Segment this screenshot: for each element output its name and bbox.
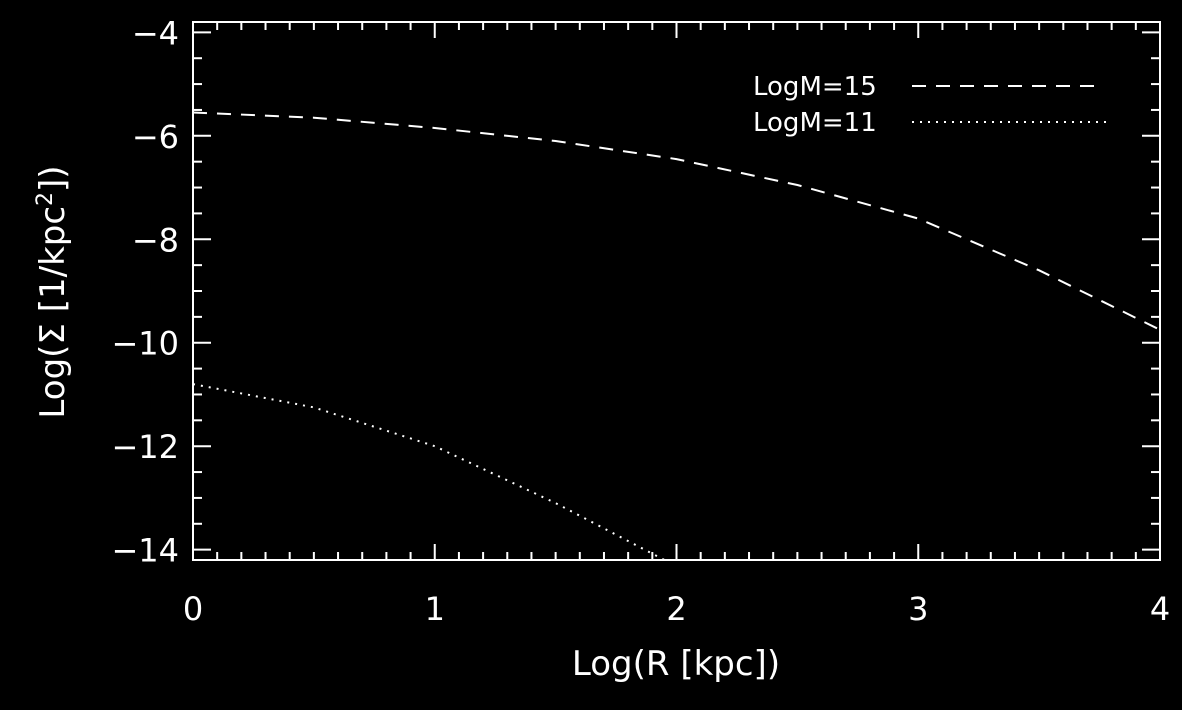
axis-ticks: [192, 22, 1161, 560]
x-tick-label: 0: [183, 590, 203, 628]
series-line-logm-15: [192, 111, 1161, 331]
y-tick-label: −4: [132, 14, 179, 52]
x-tick-label: 3: [908, 590, 928, 628]
y-axis-label: Log(Σ [1/kpc2]): [33, 165, 73, 418]
x-axis-label: Log(R [kpc]): [572, 644, 780, 684]
y-tick-label: −12: [111, 428, 179, 466]
y-axis-label-end: ]): [33, 165, 73, 192]
y-tick-label: −8: [132, 221, 179, 259]
y-axis-label-main: Log(Σ [1/kpc: [33, 206, 73, 419]
x-tick-label: 4: [1150, 590, 1170, 628]
y-tick-label: −6: [132, 118, 179, 156]
y-axis-label-superscript: 2: [33, 192, 58, 206]
x-tick-label: 1: [425, 590, 445, 628]
legend-label-logm15: LogM=15: [753, 72, 877, 102]
legend-label-logm11: LogM=11: [753, 108, 877, 138]
series-line-logm-11: [192, 383, 665, 561]
x-tick-label: 2: [666, 590, 686, 628]
series-layer: [192, 111, 1161, 561]
y-tick-label: −10: [111, 325, 179, 363]
axis-tick-labels: 0 1 2 3 4 −4 −6 −8 −10 −12 −14: [111, 14, 1170, 628]
y-tick-label: −14: [111, 532, 179, 570]
legend: LogM=15 LogM=11: [753, 72, 1108, 138]
